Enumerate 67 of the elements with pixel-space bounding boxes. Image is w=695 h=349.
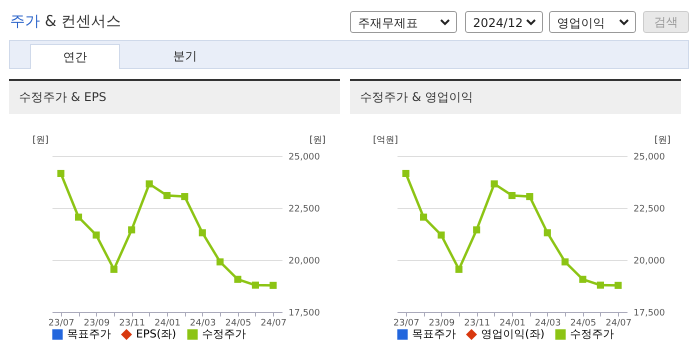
- point: [490, 180, 498, 188]
- y2-tick-label: 25,000: [288, 152, 320, 162]
- text: 주가 & 컨센서스: [10, 12, 122, 30]
- x-tick-label: 24/01: [154, 318, 180, 328]
- point: [110, 266, 118, 273]
- text: 분기: [172, 48, 198, 65]
- y2-tick-label: 20,000: [288, 256, 320, 266]
- point: [128, 226, 136, 234]
- y-axis-title: [억원]: [372, 136, 398, 146]
- point: [544, 229, 551, 236]
- y2-tick-label: 22,500: [288, 204, 320, 214]
- point: [181, 193, 188, 200]
- x-tick-label: 24/05: [225, 318, 252, 328]
- x-tick-label: 24/01: [500, 318, 526, 328]
- y2-axis-title: [원]: [309, 136, 326, 146]
- legend-label: 목표주가: [412, 328, 456, 341]
- x-tick-label: 24/07: [260, 318, 287, 328]
- text: 2024/12: [473, 16, 523, 30]
- point: [92, 232, 100, 239]
- y2-axis-title: [원]: [654, 136, 671, 146]
- legend-label: 수정주가: [202, 328, 246, 341]
- chart-title: 수정주가 & 영업이익: [350, 81, 681, 114]
- text: 연간: [30, 44, 120, 69]
- text: 주재무제표: [358, 16, 418, 30]
- y2-tick-label: 17,500: [634, 308, 666, 318]
- point: [216, 258, 224, 266]
- point: [579, 276, 586, 283]
- y2-tick-label: 17,500: [288, 308, 320, 318]
- point: [252, 282, 259, 289]
- y2-tick-label: 20,000: [634, 256, 666, 266]
- point: [234, 276, 242, 283]
- y2-tick-label: 22,500: [634, 204, 666, 214]
- text: 영업이익: [557, 16, 605, 30]
- point: [526, 193, 534, 200]
- point: [614, 282, 622, 289]
- point: [270, 282, 277, 289]
- legend-label: 목표주가: [67, 328, 111, 341]
- point: [455, 266, 462, 273]
- point: [146, 180, 153, 188]
- legend-label: 영업이익(좌): [481, 328, 545, 341]
- point: [420, 214, 428, 221]
- y2-tick-label: 25,000: [634, 152, 666, 162]
- chart-title: 수정주가 & EPS: [9, 81, 340, 114]
- x-tick-label: 24/03: [534, 318, 561, 328]
- legend-label: EPS(좌): [136, 328, 176, 341]
- point: [438, 232, 445, 239]
- point: [508, 192, 516, 200]
- x-tick-label: 23/07: [393, 318, 420, 328]
- x-tick-label: 23/09: [84, 318, 110, 328]
- x-tick-label: 24/05: [570, 318, 596, 328]
- text: 검색: [643, 11, 689, 33]
- point: [163, 192, 171, 200]
- x-tick-label: 23/07: [48, 318, 74, 328]
- x-tick-label: 23/11: [119, 318, 146, 328]
- x-tick-label: 24/03: [190, 318, 216, 328]
- x-tick-label: 23/11: [464, 318, 490, 328]
- point: [75, 214, 82, 221]
- x-tick-label: 24/07: [606, 318, 632, 328]
- x-tick-label: 23/09: [428, 318, 455, 328]
- point: [562, 258, 569, 266]
- point: [596, 282, 604, 289]
- point: [473, 226, 480, 234]
- legend-label: 수정주가: [570, 328, 614, 341]
- point: [198, 229, 206, 236]
- point: [57, 170, 64, 178]
- point: [402, 170, 410, 178]
- y-axis-title: [원]: [32, 136, 49, 146]
